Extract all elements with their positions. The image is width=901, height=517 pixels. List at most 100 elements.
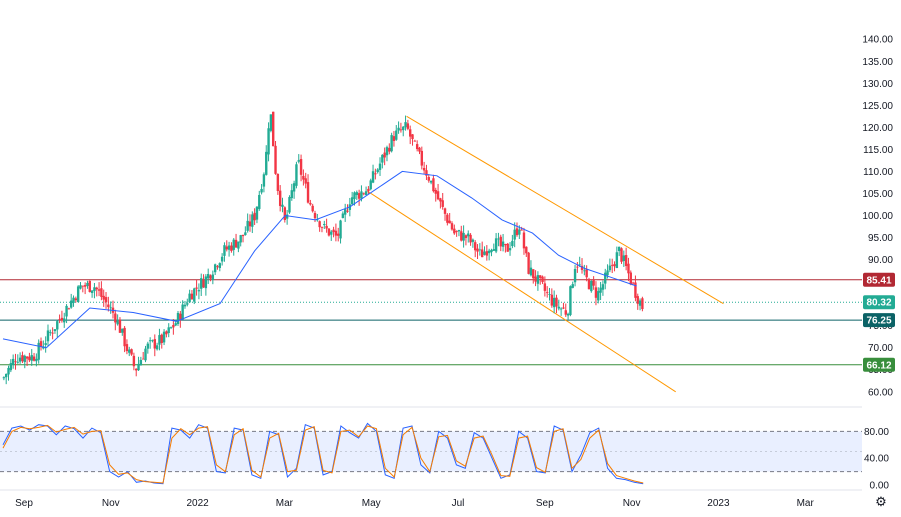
y-axis-ticks: 140.00 135.00 130.00 125.00 120.00 115.00 110.…	[862, 35, 893, 399]
candle-body	[218, 263, 222, 269]
candle-body	[285, 214, 289, 219]
candle-body	[58, 319, 61, 320]
x-tick-label: Nov	[102, 498, 120, 509]
gear-icon[interactable]: ⚙	[875, 494, 887, 509]
candle-body	[634, 282, 637, 298]
candle-body	[388, 147, 391, 152]
candle-body	[506, 243, 509, 252]
candle-body	[70, 300, 73, 308]
candle-body	[436, 191, 440, 200]
candle-body	[318, 221, 321, 228]
candle-body	[253, 212, 256, 221]
candle-body	[49, 332, 52, 333]
candle-body	[213, 264, 217, 273]
candle-body	[434, 189, 437, 194]
candle-body	[7, 367, 10, 375]
candle-body	[550, 294, 554, 306]
candle-body	[83, 285, 87, 287]
candle-body	[144, 348, 147, 361]
candle-body	[529, 267, 533, 276]
candle-body	[128, 349, 131, 353]
candle-body	[629, 272, 632, 285]
candle-body	[557, 306, 561, 309]
candle-body	[14, 361, 17, 363]
price-badge	[863, 272, 895, 287]
level-lines	[0, 279, 862, 366]
candle-body	[153, 339, 156, 349]
candle-body	[638, 300, 642, 306]
candle-body	[513, 229, 516, 240]
candle-body	[288, 197, 291, 213]
candle-body	[409, 129, 412, 137]
candle-body	[330, 231, 333, 235]
candle-body	[497, 238, 500, 240]
candle-body	[76, 286, 80, 303]
candle-body	[597, 291, 600, 301]
candle-body	[360, 191, 363, 199]
candle-body	[369, 180, 372, 190]
candle-body	[548, 294, 551, 295]
y-tick-label: 105.00	[862, 189, 893, 200]
candle-body	[223, 245, 226, 256]
candle-body	[571, 284, 574, 288]
y-tick-label: 130.00	[862, 79, 893, 90]
candle-body	[311, 205, 314, 212]
candle-body	[631, 282, 635, 284]
candle-body	[583, 270, 586, 272]
candle-body	[494, 238, 498, 252]
candle-body	[606, 270, 609, 276]
candle-body	[316, 219, 319, 221]
candle-body	[148, 340, 152, 342]
stoch-y-axis-ticks: 80.00 40.00 0.00	[864, 427, 889, 492]
candle-body	[306, 182, 310, 203]
candle-body	[353, 192, 356, 200]
y-tick-label: 125.00	[862, 101, 893, 112]
candle-body	[60, 317, 64, 321]
candle-body	[86, 282, 89, 286]
candle-body	[28, 356, 31, 361]
x-tick-label: Sep	[15, 498, 33, 509]
candle-body	[604, 272, 607, 284]
candle-body	[573, 269, 577, 283]
y-tick-label: 70.00	[868, 343, 893, 354]
candle-body	[281, 204, 284, 207]
y-tick-label: 135.00	[862, 57, 893, 68]
y-tick-label: 95.00	[868, 233, 893, 244]
candle-body	[93, 287, 96, 292]
y-tick-label: 110.00	[863, 167, 893, 178]
candle-body	[251, 214, 254, 227]
stoch-tick-label: 0.00	[870, 481, 890, 492]
candle-body	[622, 255, 626, 262]
candle-body	[190, 293, 194, 300]
candle-body	[155, 345, 159, 350]
candle-body	[267, 128, 270, 155]
candle-body	[162, 331, 166, 343]
candle-body	[278, 190, 282, 206]
x-tick-label: 2023	[707, 498, 730, 509]
candles	[2, 111, 644, 385]
candle-body	[114, 313, 117, 323]
candle-body	[469, 234, 472, 243]
candle-body	[118, 319, 122, 333]
candle-body	[167, 327, 170, 333]
candle-body	[130, 349, 133, 355]
candle-body	[230, 245, 233, 251]
candle-body	[97, 289, 101, 291]
candle-body	[624, 255, 628, 266]
channel-line	[367, 190, 676, 393]
x-axis-ticks: Sep Nov 2022 Mar May Jul Sep Nov 2023 Mar	[15, 498, 814, 509]
candle-body	[139, 359, 143, 366]
candle-body	[485, 251, 489, 256]
candle-body	[525, 246, 528, 254]
candle-body	[4, 373, 8, 378]
trend-channel	[367, 115, 724, 393]
ma-line	[2, 170, 637, 349]
candle-body	[613, 264, 616, 267]
candle-body	[599, 287, 602, 293]
x-tick-label: Mar	[797, 498, 815, 509]
stoch-tick-label: 40.00	[864, 454, 889, 465]
candle-body	[522, 232, 526, 249]
candle-body	[299, 159, 303, 175]
candle-body	[566, 313, 570, 316]
